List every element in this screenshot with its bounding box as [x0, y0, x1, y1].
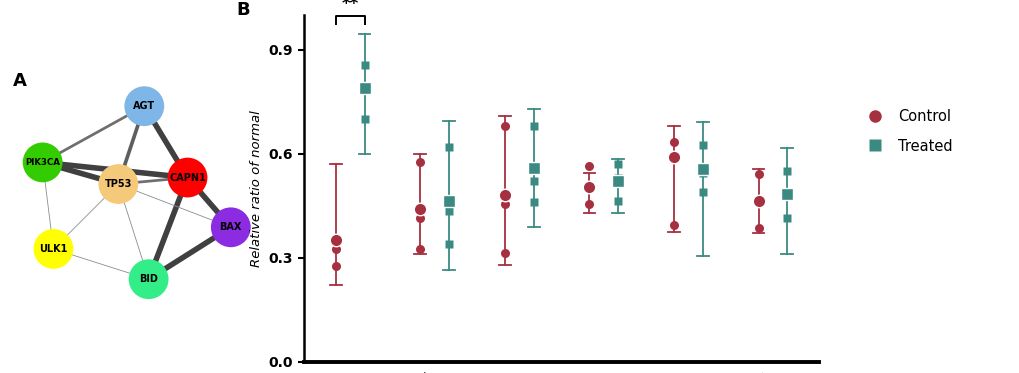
Circle shape	[34, 229, 73, 269]
Y-axis label: Relative ratio of normal: Relative ratio of normal	[250, 110, 263, 267]
Text: CAPN1: CAPN1	[169, 173, 206, 182]
Text: BID: BID	[139, 274, 158, 284]
Text: TP53: TP53	[105, 179, 131, 189]
Circle shape	[211, 207, 251, 247]
Text: AGT: AGT	[133, 101, 155, 111]
Circle shape	[99, 164, 139, 204]
Text: B: B	[236, 1, 250, 19]
Circle shape	[128, 259, 168, 299]
Text: **: **	[341, 0, 359, 13]
Legend: Control, Treated: Control, Treated	[859, 109, 952, 154]
Text: BAX: BAX	[219, 222, 242, 232]
Circle shape	[22, 142, 62, 182]
Text: ULK1: ULK1	[39, 244, 67, 254]
Circle shape	[124, 86, 164, 126]
Circle shape	[167, 158, 207, 197]
Text: PIK3CA: PIK3CA	[25, 158, 60, 167]
Text: A: A	[13, 72, 26, 90]
